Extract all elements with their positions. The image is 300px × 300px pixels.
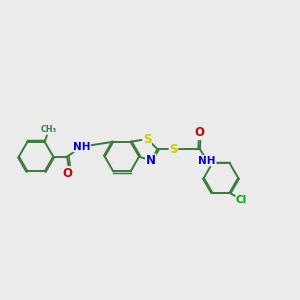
Text: N: N — [146, 154, 156, 167]
Text: O: O — [63, 167, 73, 180]
Text: NH: NH — [198, 156, 216, 166]
Text: NH: NH — [73, 142, 90, 152]
Text: CH₃: CH₃ — [41, 125, 57, 134]
Text: S: S — [143, 133, 151, 146]
Text: O: O — [195, 127, 205, 140]
Text: S: S — [169, 143, 178, 156]
Text: Cl: Cl — [236, 195, 247, 205]
